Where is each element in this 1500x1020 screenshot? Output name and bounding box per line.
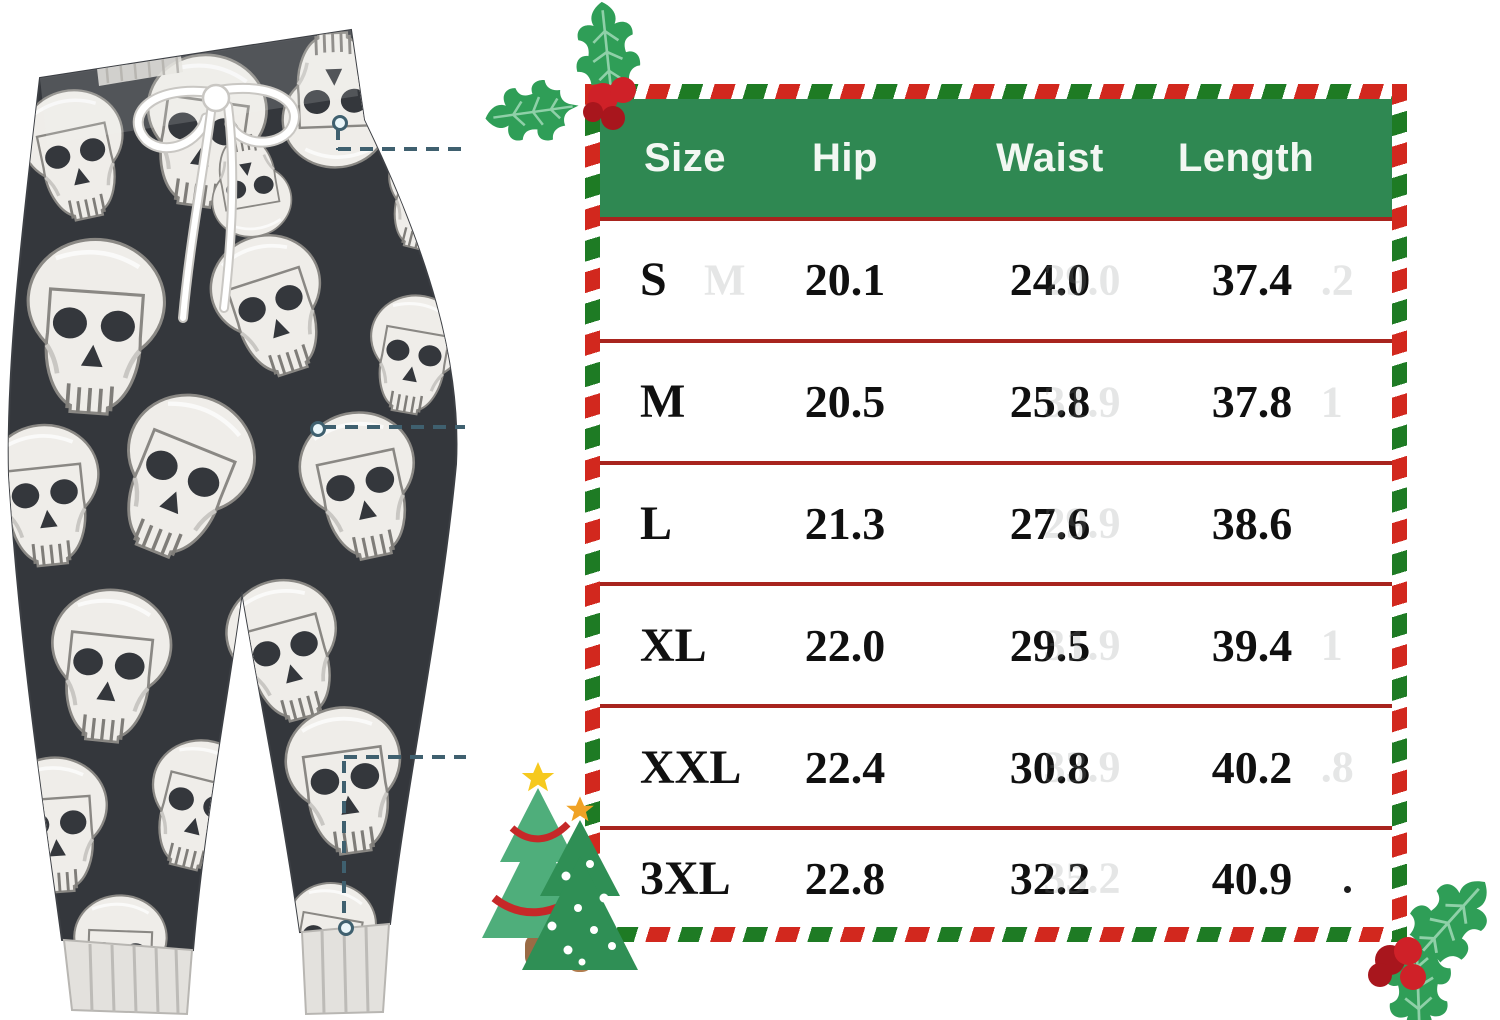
size-chart-table: Size Hip Waist Length S 20.1 24.0 37.4 M 29.0… xyxy=(585,84,1407,942)
cell-size: XL xyxy=(640,618,707,672)
candy-border-right xyxy=(1392,84,1407,942)
header-hip: Hip xyxy=(812,135,878,180)
length-measure-line-vertical xyxy=(342,761,346,921)
cell-hip: 20.5 xyxy=(804,376,886,428)
drawstring xyxy=(132,83,300,323)
length-measure-line xyxy=(344,755,466,759)
table-header: Size Hip Waist Length xyxy=(600,99,1392,217)
cell-length: 39.4 xyxy=(1211,619,1293,671)
candy-border-left xyxy=(585,84,600,942)
table-row: XL 22.0 29.5 39.4 31.9 1 xyxy=(600,582,1392,704)
table-row: M 20.5 25.8 37.8 31.9 1 xyxy=(600,338,1392,461)
cell-hip: 20.1 xyxy=(804,254,886,306)
stray-dot xyxy=(1344,886,1352,894)
holly-top-icon xyxy=(479,0,646,150)
cell-waist: 24.0 xyxy=(1009,254,1091,306)
table-row: XXL 22.4 30.8 40.2 33.9.8 xyxy=(600,704,1392,826)
waist-measure-line-vertical xyxy=(336,128,340,150)
table-row: 3XL 22.8 32.2 40.9 35.2 xyxy=(600,825,1392,927)
cell-hip: 22.0 xyxy=(804,619,886,671)
table-body: S 20.1 24.0 37.4 M 29.0.2 M 20.5 25.8 37.8 31.9 1 L 2… xyxy=(600,217,1392,927)
cell-length: 37.8 xyxy=(1211,376,1293,428)
waist-measure-line xyxy=(338,147,466,151)
ankle-cuffs xyxy=(62,922,391,1016)
header-size: Size xyxy=(644,135,727,180)
cell-length: 37.4 xyxy=(1211,254,1293,306)
cell-waist: 27.6 xyxy=(1009,497,1091,549)
cell-size: L xyxy=(640,496,673,550)
christmas-trees-icon xyxy=(482,762,638,972)
cell-waist: 25.8 xyxy=(1009,376,1091,428)
cell-length: 40.2 xyxy=(1211,741,1293,793)
size-chart-inner: Size Hip Waist Length S 20.1 24.0 37.4 M 29.0… xyxy=(600,99,1392,927)
cell-size: S xyxy=(640,253,667,307)
cell-size: 3XL xyxy=(640,851,731,905)
candy-border-top xyxy=(585,84,1407,99)
header-length: Length xyxy=(1177,135,1315,180)
length-measure-dot xyxy=(338,920,354,936)
cell-waist: 29.5 xyxy=(1009,619,1091,671)
joggers-product-photo xyxy=(7,28,458,1016)
cell-hip: 21.3 xyxy=(804,497,886,549)
table-row: L 21.3 27.6 38.6 29.9 xyxy=(600,460,1392,583)
cell-hip: 22.4 xyxy=(804,741,886,793)
holly-bottom-icon xyxy=(1368,865,1500,1020)
hip-measure-line xyxy=(323,425,465,429)
hip-measure-dot xyxy=(310,421,326,437)
cell-waist: 30.8 xyxy=(1009,741,1091,793)
waist-measure-dot xyxy=(332,115,348,131)
cell-waist: 32.2 xyxy=(1009,852,1091,904)
header-waist: Waist xyxy=(996,135,1104,180)
candy-border-bottom xyxy=(585,927,1407,942)
cell-length: 40.9 xyxy=(1211,852,1293,904)
cell-length: 38.6 xyxy=(1211,497,1293,549)
cell-size: XXL xyxy=(640,740,742,794)
cell-size: M xyxy=(640,375,686,429)
table-row: S 20.1 24.0 37.4 M 29.0.2 xyxy=(600,217,1392,339)
cell-hip: 22.8 xyxy=(804,852,886,904)
